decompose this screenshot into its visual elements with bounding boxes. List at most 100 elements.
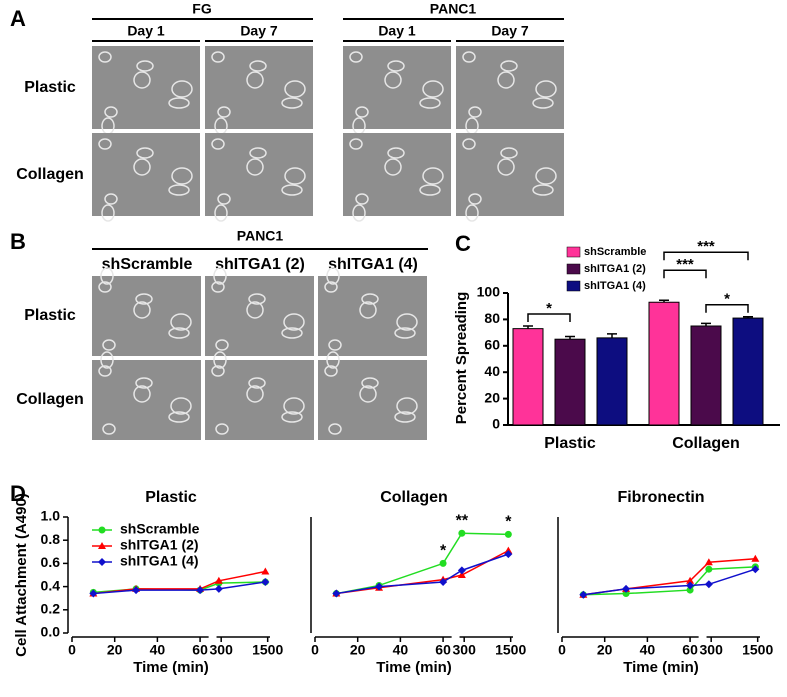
x-tick-label: 0 (311, 642, 319, 658)
x-tick-label: 20 (597, 642, 613, 658)
column-label: shScramble (102, 256, 193, 273)
cell (468, 106, 482, 118)
cell (396, 397, 418, 415)
cell (497, 71, 515, 89)
significance-bracket (663, 251, 749, 261)
legend-label: shITGA1 (2) (584, 263, 646, 275)
cell (100, 351, 114, 369)
cell (283, 397, 305, 415)
marker (704, 580, 713, 589)
marker (214, 584, 223, 593)
significance-label: * (505, 514, 512, 531)
y-tick-label: 80 (484, 310, 500, 326)
significance-label: *** (676, 256, 694, 273)
significance-label: * (724, 291, 730, 308)
y-tick-label: 100 (477, 284, 501, 300)
error-bar (607, 333, 617, 338)
cell (324, 281, 338, 293)
cell (98, 51, 112, 63)
marker (504, 550, 513, 559)
x-tick-label: 0 (558, 642, 566, 658)
cell (359, 301, 377, 319)
row-label: Collagen (16, 166, 84, 183)
cell (281, 184, 303, 196)
cell (214, 204, 228, 222)
cell (102, 423, 116, 435)
series-line (93, 581, 266, 595)
cell (284, 80, 306, 98)
marker (686, 581, 695, 590)
error-bar (743, 316, 753, 319)
cell (283, 313, 305, 331)
x-tick-label: 20 (350, 642, 366, 658)
x-tick-label: 0 (68, 642, 76, 658)
cell (249, 147, 267, 159)
significance-label: *** (697, 238, 715, 255)
cell (168, 327, 190, 339)
legend-swatch (566, 246, 581, 258)
cell (284, 167, 306, 185)
cell (281, 327, 303, 339)
x-tick-label: 300 (453, 642, 477, 658)
column-label: Day 1 (127, 23, 165, 39)
cell (462, 51, 476, 63)
y-axis-label: Percent Spreading (453, 292, 470, 425)
cell (136, 147, 154, 159)
cell (136, 60, 154, 72)
marker (705, 565, 713, 573)
series-line (336, 549, 509, 595)
x-tick-label: 1500 (252, 642, 283, 658)
x-tick-label: 40 (393, 642, 409, 658)
cell (100, 267, 114, 285)
marker (89, 589, 98, 598)
cell (384, 158, 402, 176)
cell (497, 158, 515, 176)
marker (751, 554, 760, 562)
panel-label: B (10, 229, 26, 254)
cell (281, 97, 303, 109)
cell (215, 423, 229, 435)
cell (465, 204, 479, 222)
y-tick-label: 0.2 (41, 601, 61, 617)
cell (396, 313, 418, 331)
cell (171, 80, 193, 98)
cell (249, 60, 267, 72)
cell (101, 204, 115, 222)
cell (532, 184, 554, 196)
cell (248, 293, 266, 305)
y-tick-label: 0.6 (41, 554, 61, 570)
x-tick-label: 20 (107, 642, 123, 658)
x-tick-label: Collagen (672, 435, 740, 452)
cell (359, 385, 377, 403)
cell (168, 411, 190, 423)
x-tick-label: 1500 (495, 642, 526, 658)
panel-label: D (10, 481, 26, 506)
x-tick-label: 300 (210, 642, 234, 658)
cell (349, 138, 363, 150)
cell (535, 167, 557, 185)
error-bar (565, 335, 575, 340)
legend-label: shITGA1 (4) (584, 280, 646, 292)
column-label: shITGA1 (4) (328, 256, 418, 273)
cell (326, 267, 340, 285)
cell (328, 423, 342, 435)
significance-label: ** (456, 512, 469, 529)
cell (98, 365, 112, 377)
legend-label: shScramble (120, 521, 200, 537)
cell (500, 147, 518, 159)
column-label: Day 1 (378, 23, 416, 39)
cell (328, 339, 342, 351)
marker (457, 571, 466, 578)
y-tick-label: 0.0 (41, 624, 61, 640)
cell (133, 385, 151, 403)
panel-title: PANC1 (237, 228, 284, 244)
cell (246, 71, 264, 89)
legend-swatch (566, 280, 581, 292)
x-tick-label: 60 (435, 642, 451, 658)
cell (326, 351, 340, 369)
y-tick-label: 0.4 (41, 577, 61, 593)
significance-label: * (440, 543, 447, 560)
cell (246, 301, 264, 319)
x-tick-label: 300 (700, 642, 724, 658)
cell (352, 204, 366, 222)
